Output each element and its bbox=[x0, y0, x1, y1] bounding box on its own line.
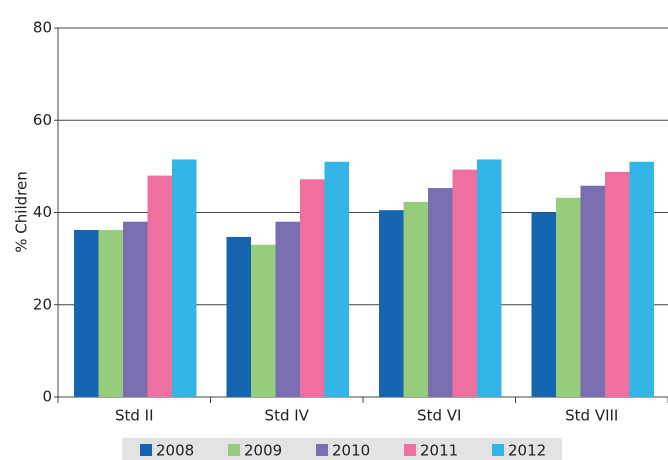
bar bbox=[226, 236, 251, 397]
bar bbox=[403, 201, 428, 397]
x-tick-label: Std IV bbox=[265, 407, 310, 425]
y-tick-label: 20 bbox=[33, 295, 52, 313]
bar bbox=[251, 244, 276, 397]
bar bbox=[531, 212, 556, 397]
y-tick-label: 60 bbox=[33, 111, 52, 129]
bar bbox=[379, 210, 404, 397]
legend-label: 2008 bbox=[156, 442, 194, 460]
legend-label: 2010 bbox=[332, 442, 370, 460]
bar bbox=[477, 159, 502, 397]
bar bbox=[556, 197, 581, 397]
bar bbox=[98, 230, 123, 397]
bar bbox=[123, 221, 148, 397]
bar bbox=[580, 185, 605, 397]
bar bbox=[172, 159, 197, 397]
legend-swatch bbox=[404, 444, 416, 456]
x-tick-label: Std VI bbox=[417, 407, 461, 425]
x-tick-label: Std II bbox=[115, 407, 154, 425]
bar bbox=[74, 230, 99, 397]
y-tick-label: 40 bbox=[33, 203, 52, 221]
bar bbox=[629, 161, 654, 397]
y-axis-label: % Children bbox=[13, 171, 31, 252]
bar bbox=[275, 221, 300, 397]
y-tick-label: 80 bbox=[33, 19, 52, 37]
legend-swatch bbox=[140, 444, 152, 456]
legend-swatch bbox=[228, 444, 240, 456]
bar bbox=[324, 161, 349, 397]
legend-label: 2009 bbox=[244, 442, 282, 460]
bar bbox=[452, 169, 477, 397]
bar bbox=[605, 171, 630, 397]
bar bbox=[300, 179, 325, 397]
legend-swatch bbox=[316, 444, 328, 456]
legend-label: 2011 bbox=[420, 442, 458, 460]
legend-label: 2012 bbox=[508, 442, 546, 460]
bar bbox=[428, 188, 453, 397]
y-tick-label: 0 bbox=[42, 388, 52, 406]
legend-swatch bbox=[492, 444, 504, 456]
bar bbox=[147, 175, 172, 397]
x-tick-label: Std VIII bbox=[565, 407, 618, 425]
